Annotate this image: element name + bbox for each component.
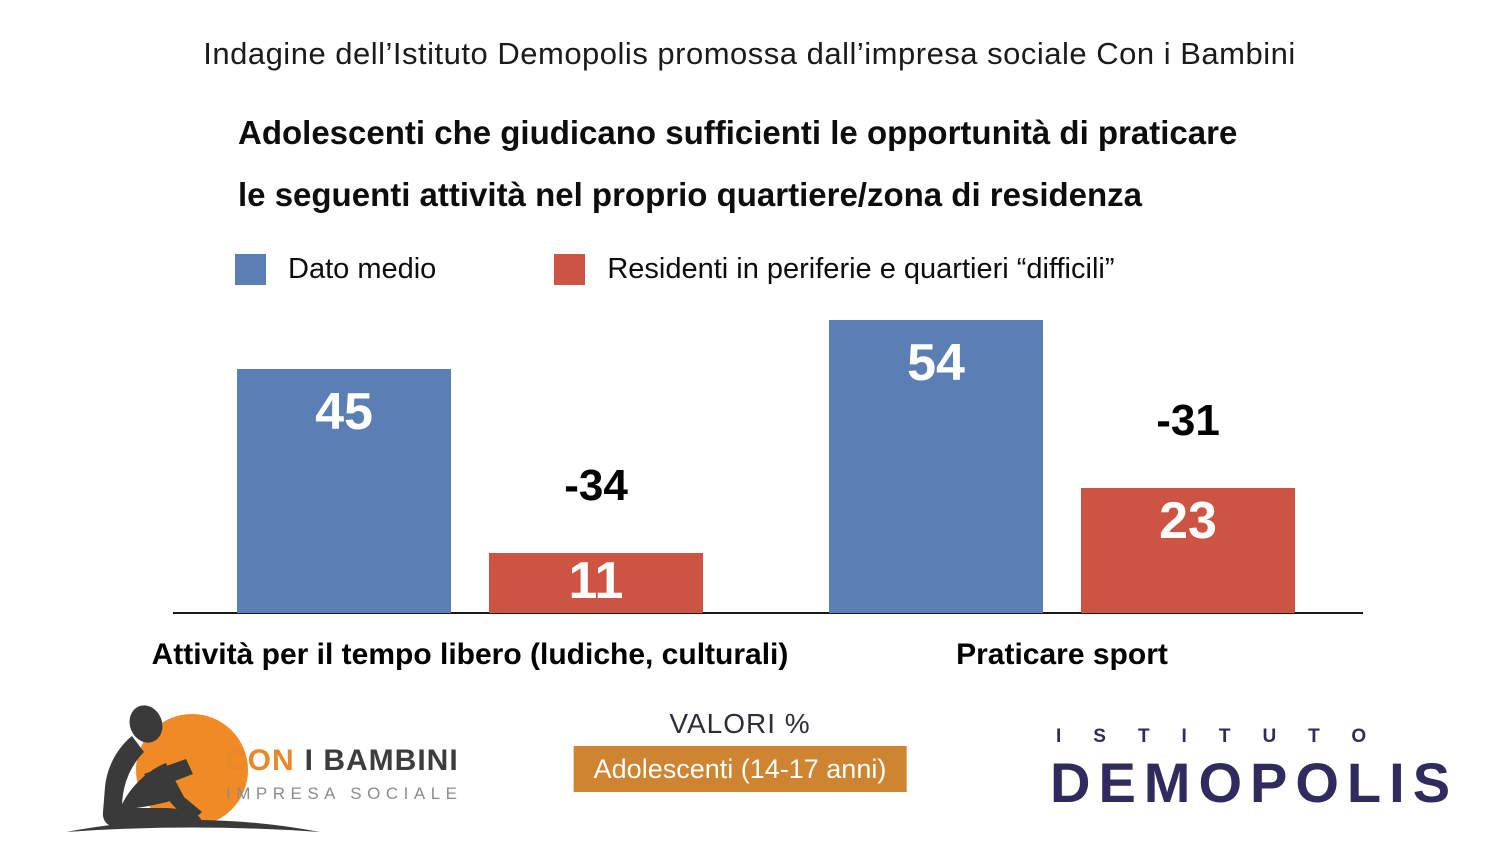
wordmark-accent: CON <box>225 744 295 777</box>
chart-title-line2: le seguenti attività nel proprio quartie… <box>238 176 1143 213</box>
category-label: Praticare sport <box>956 638 1168 671</box>
bar-value-label: 11 <box>568 552 624 610</box>
bar-periferie-1: 23 <box>1081 488 1295 613</box>
demopolis-glow-o-icon: O <box>1198 751 1251 814</box>
istituto-demopolis-logo: ISTITUTO DEMOPOLIS <box>1050 726 1450 815</box>
target-population-badge: Adolescenti (14-17 anni) <box>573 746 907 792</box>
difference-label: -31 <box>1156 396 1220 445</box>
bar-periferie-0: 11 <box>489 553 703 613</box>
con-i-bambini-logo: CON I BAMBINI IMPRESA SOCIALE <box>62 702 492 843</box>
demopolis-wordmark: DEMOPOLIS <box>1050 750 1450 815</box>
chart-title: Adolescenti che giudicano sufficienti le… <box>238 102 1237 226</box>
category-label: Attività per il tempo libero (ludiche, c… <box>151 638 789 671</box>
legend-swatch-blue <box>235 254 266 285</box>
bar-value-label: 54 <box>907 334 965 392</box>
wordmark-rest: I BAMBINI <box>304 744 459 777</box>
chart-legend: Dato medio Residenti in periferie e quar… <box>235 253 1115 286</box>
reading-child-icon <box>66 705 320 832</box>
con-i-bambini-wordmark: CON I BAMBINI <box>225 744 459 778</box>
bar-dato-medio-0: 45 <box>237 369 451 613</box>
bar-value-label: 45 <box>315 383 373 441</box>
legend-item-periferie: Residenti in periferie e quartieri “diff… <box>554 253 1115 286</box>
survey-source-title: Indagine dell’Istituto Demopolis promoss… <box>203 36 1296 71</box>
legend-label: Residenti in periferie e quartieri “diff… <box>607 253 1115 285</box>
demopolis-post: POLIS <box>1250 751 1459 814</box>
legend-item-dato-medio: Dato medio <box>235 253 436 286</box>
difference-label: -34 <box>564 461 628 510</box>
impresa-sociale-label: IMPRESA SOCIALE <box>226 784 463 803</box>
legend-swatch-red <box>554 254 586 285</box>
valori-percent-label: VALORI % <box>669 708 811 739</box>
legend-label: Dato medio <box>288 253 437 285</box>
bar-dato-medio-1: 54 <box>829 320 1043 613</box>
demopolis-pre: DEM <box>1050 751 1199 814</box>
chart-title-line1: Adolescenti che giudicano sufficienti le… <box>238 114 1238 151</box>
istituto-label: ISTITUTO <box>1056 726 1399 747</box>
x-axis-line <box>173 612 1363 614</box>
bar-value-label: 23 <box>1159 492 1217 550</box>
